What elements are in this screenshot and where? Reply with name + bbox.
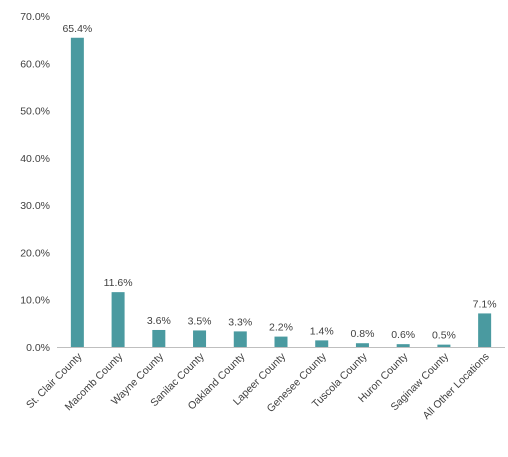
bar — [315, 340, 329, 347]
bar-data-label: 7.1% — [473, 298, 497, 310]
bar — [70, 37, 84, 347]
y-axis-tick-labels: 0.0% 10.0% 20.0% 30.0% 40.0% 50.0% 60.0% 70.0% — [20, 11, 50, 354]
bar — [274, 336, 288, 347]
bar — [193, 330, 207, 347]
bar-data-label: 3.6% — [147, 315, 171, 327]
bar-data-label: 11.6% — [104, 277, 133, 289]
bar-data-label: 1.4% — [310, 325, 334, 337]
y-tick-label: 60.0% — [20, 58, 50, 70]
bar — [111, 292, 125, 347]
bar-data-label: 0.8% — [350, 328, 374, 340]
bar — [437, 344, 451, 347]
y-tick-label: 10.0% — [20, 295, 50, 307]
y-tick-label: 70.0% — [20, 11, 50, 23]
bar — [478, 313, 492, 347]
data-labels: 65.4% 11.6% 3.6% 3.5% 3.3% 2.2% 1.4% 0.8% 0.6% 0.… — [62, 23, 496, 342]
bar — [396, 344, 410, 347]
y-tick-label: 50.0% — [20, 106, 50, 118]
bar-data-label: 3.3% — [228, 316, 252, 328]
bar — [233, 331, 247, 347]
bar-data-label: 2.2% — [269, 322, 293, 334]
y-tick-label: 20.0% — [20, 247, 50, 259]
bar-data-label: 3.5% — [188, 315, 212, 327]
bar — [152, 329, 166, 347]
y-tick-label: 40.0% — [20, 153, 50, 165]
y-tick-label: 30.0% — [20, 200, 50, 212]
bar — [355, 343, 369, 347]
bar-data-label: 65.4% — [62, 23, 92, 35]
y-tick-label: 0.0% — [26, 342, 50, 354]
bar-data-label: 0.6% — [391, 329, 415, 341]
bar-data-label: 0.5% — [432, 330, 456, 342]
bar-series — [70, 37, 492, 347]
